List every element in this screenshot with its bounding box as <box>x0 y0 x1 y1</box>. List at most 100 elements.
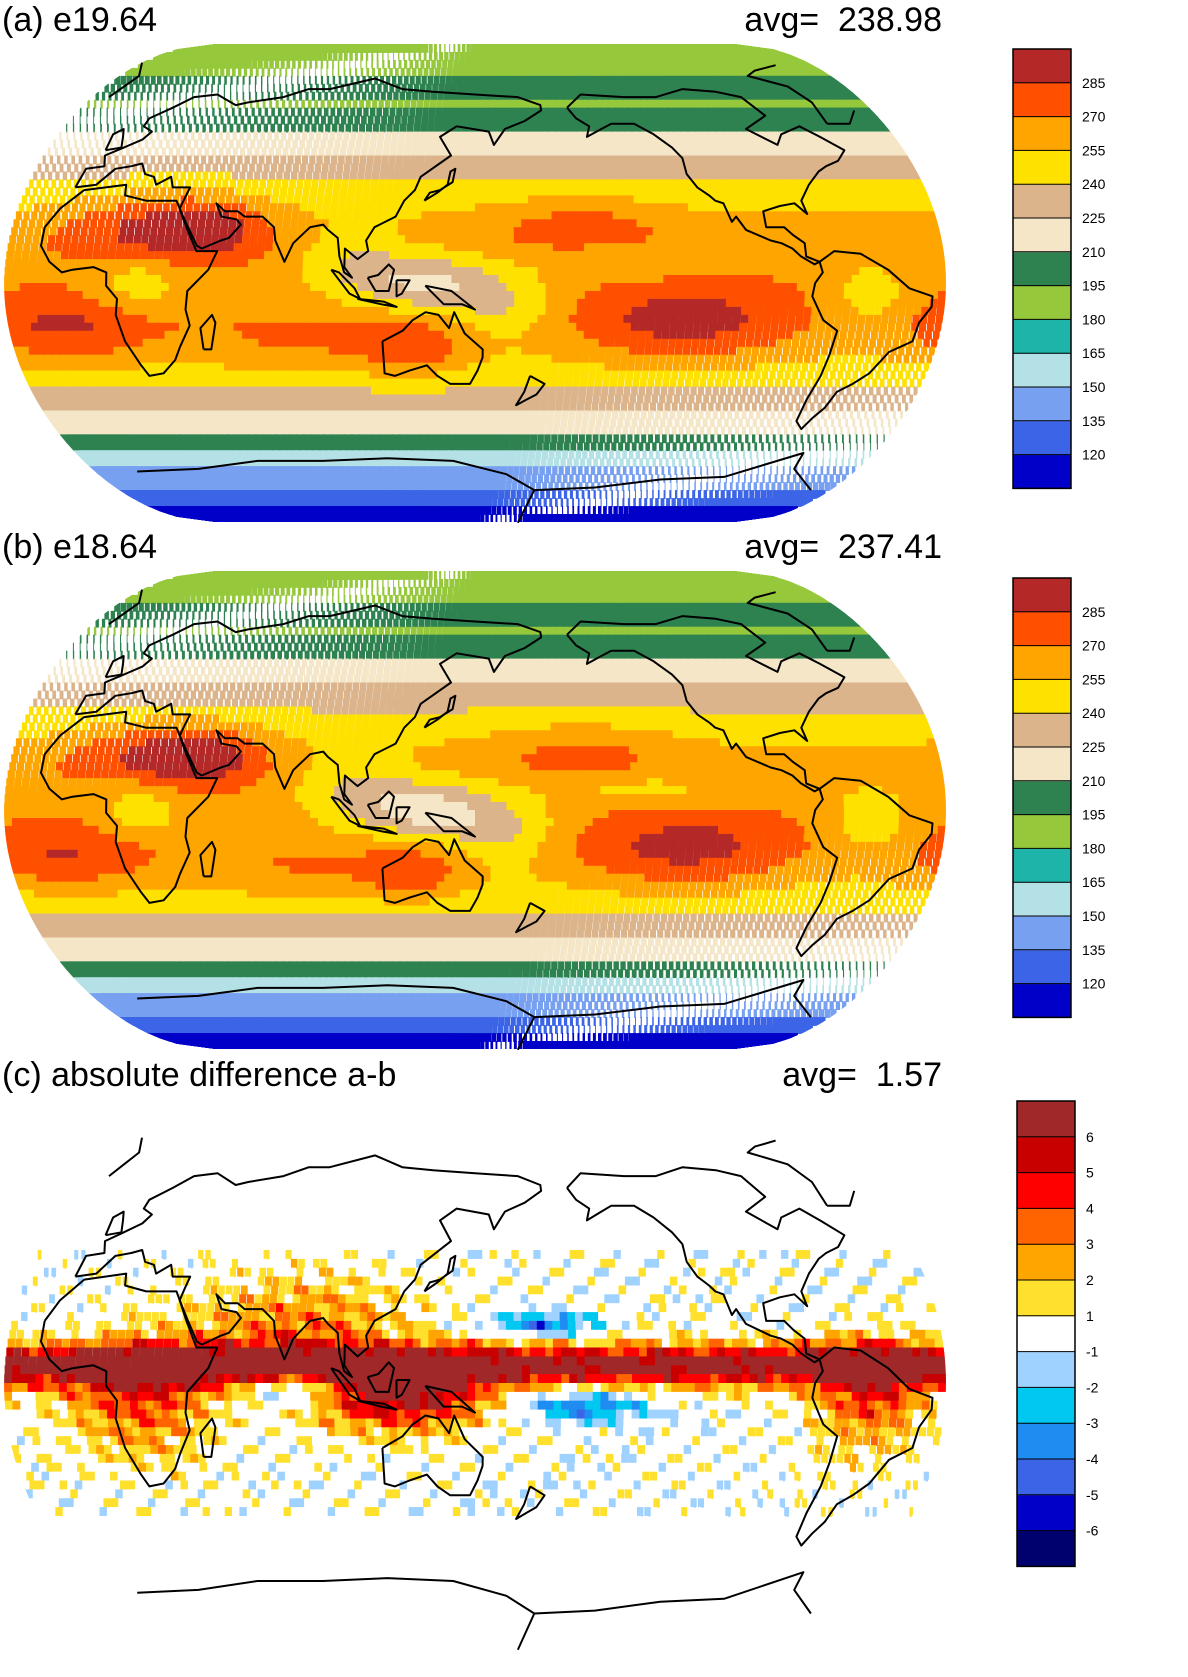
colorbar-swatch <box>1013 218 1071 253</box>
coastlines <box>40 589 934 1050</box>
colorbar-tick-label: 210 <box>1082 244 1106 260</box>
colorbar-tick-label: 120 <box>1082 447 1106 463</box>
colorbar-swatch <box>1017 1351 1075 1388</box>
panel-c-avg-value: 1.57 <box>876 1056 942 1094</box>
colorbar-tick-label: 225 <box>1082 210 1106 226</box>
colorbar-swatch <box>1017 1208 1075 1245</box>
colorbar-tick-label: 120 <box>1082 976 1106 992</box>
map-field <box>4 44 946 522</box>
colorbar-tick-label: 225 <box>1082 739 1106 755</box>
panel-c-average: avg= 1.57 <box>782 1055 942 1095</box>
colorbar-swatch <box>1017 1136 1075 1174</box>
colorbar-tick-label: 240 <box>1082 176 1106 192</box>
colorbar-tick-label: 270 <box>1082 109 1106 125</box>
colorbar-swatch <box>1017 1280 1075 1317</box>
colorbar-tick-label: -6 <box>1086 1523 1099 1539</box>
colorbar-swatch <box>1013 983 1071 1018</box>
colorbar-tick-label: -4 <box>1086 1451 1099 1467</box>
colorbar-tick-label: 285 <box>1082 604 1106 620</box>
colorbar-swatch <box>1013 285 1071 320</box>
panel-a-avg-value: 238.98 <box>838 1 942 39</box>
panel-a-map <box>4 44 946 523</box>
panel-b-average: avg= 237.41 <box>744 527 942 567</box>
colorbar-swatch <box>1013 916 1071 951</box>
colorbar-swatch <box>1013 882 1071 917</box>
colorbar-tick-label: 255 <box>1082 142 1106 158</box>
panel-a: (a) e19.64 avg= 238.98 120 135 150 165 180 19… <box>0 0 1188 530</box>
panel-c-avg-label: avg= <box>782 1056 857 1094</box>
colorbar-swatch <box>1017 1459 1075 1496</box>
colorbar-swatch <box>1017 1387 1075 1424</box>
panel-a-title: (a) e19.64 <box>2 0 157 40</box>
colorbar-tick-label: 5 <box>1086 1165 1094 1181</box>
colorbar-swatch <box>1017 1315 1075 1353</box>
colorbar-tick-label: 4 <box>1086 1200 1094 1216</box>
colorbar-tick-label: 285 <box>1082 75 1106 91</box>
colorbar-swatch <box>1013 49 1071 84</box>
colorbar-swatch <box>1013 150 1071 185</box>
colorbar-tick-label: 135 <box>1082 942 1106 958</box>
colorbar-tick-label: 165 <box>1082 874 1106 890</box>
panel-b-avg-label: avg= <box>744 528 819 566</box>
colorbar-tick-label: 270 <box>1082 638 1106 654</box>
panel-b-avg-value: 237.41 <box>838 528 942 566</box>
colorbar-tick-label: 150 <box>1082 908 1106 924</box>
colorbar-tick-label: 180 <box>1082 311 1106 327</box>
colorbar-swatch <box>1013 454 1071 489</box>
colorbar-swatch <box>1017 1101 1075 1138</box>
colorbar-tick-label: -1 <box>1086 1344 1099 1360</box>
colorbar-swatch <box>1013 251 1071 287</box>
map-field <box>4 1117 946 1649</box>
colorbar-swatch <box>1013 848 1071 883</box>
colorbar-swatch <box>1013 578 1071 613</box>
colorbar-tick-label: 165 <box>1082 345 1106 361</box>
colorbar-swatch <box>1013 353 1071 388</box>
colorbar-swatch <box>1013 713 1071 748</box>
map-field <box>4 571 946 1049</box>
panel-b-colorbar: 120 135 150 165 180 195 210 225 240 255 270 285 <box>1012 577 1122 1025</box>
colorbar-tick-label: -5 <box>1086 1487 1099 1503</box>
colorbar-tick-label: 3 <box>1086 1236 1094 1252</box>
panel-c-colorbar: -6 -5 -4 -3 -2 -1 1 2 3 4 5 6 <box>1016 1100 1126 1574</box>
panel-c-title: (c) absolute difference a-b <box>2 1055 396 1095</box>
colorbar-tick-label: 1 <box>1086 1308 1094 1324</box>
panel-c-map <box>4 1117 946 1650</box>
colorbar-svg: -6 -5 -4 -3 -2 -1 1 2 3 4 5 6 <box>1016 1100 1099 1568</box>
colorbar-swatch <box>1013 611 1071 647</box>
colorbar-swatch <box>1013 420 1071 456</box>
colorbar-tick-label: 180 <box>1082 840 1106 856</box>
colorbar-swatch <box>1013 116 1071 151</box>
colorbar-tick-label: 195 <box>1082 278 1106 294</box>
colorbar-tick-label: 195 <box>1082 807 1106 823</box>
colorbar-swatch <box>1013 82 1071 118</box>
colorbar-tick-label: 240 <box>1082 705 1106 721</box>
colorbar-tick-label: 255 <box>1082 671 1106 687</box>
colorbar-swatch <box>1017 1423 1075 1460</box>
colorbar-swatch <box>1017 1494 1075 1532</box>
colorbar-tick-label: 6 <box>1086 1129 1094 1145</box>
colorbar-tick-label: 210 <box>1082 773 1106 789</box>
panel-c: (c) absolute difference a-b avg= 1.57 -6… <box>0 1055 1188 1675</box>
colorbar-swatch <box>1013 814 1071 849</box>
colorbar-swatch <box>1013 645 1071 680</box>
panel-b-title: (b) e18.64 <box>2 527 157 567</box>
colorbar-swatch <box>1013 319 1071 354</box>
panel-b-map <box>4 571 946 1050</box>
colorbar-swatch <box>1013 747 1071 782</box>
colorbar-swatch <box>1013 679 1071 714</box>
panel-a-average: avg= 238.98 <box>744 0 942 40</box>
colorbar-svg: 120 135 150 165 180 195 210 225 240 255 270 285 <box>1012 577 1106 1019</box>
colorbar-swatch <box>1017 1244 1075 1281</box>
colorbar-tick-label: -3 <box>1086 1415 1099 1431</box>
panel-a-avg-label: avg= <box>744 1 819 39</box>
colorbar-tick-label: 135 <box>1082 413 1106 429</box>
colorbar-svg: 120 135 150 165 180 195 210 225 240 255 270 285 <box>1012 48 1106 490</box>
panel-a-colorbar: 120 135 150 165 180 195 210 225 240 255 270 285 <box>1012 48 1122 496</box>
coastlines <box>40 1137 934 1650</box>
colorbar-swatch <box>1013 949 1071 985</box>
coastlines <box>40 62 934 523</box>
colorbar-swatch <box>1017 1172 1075 1209</box>
colorbar-swatch <box>1013 387 1071 422</box>
colorbar-swatch <box>1013 780 1071 816</box>
colorbar-tick-label: 150 <box>1082 379 1106 395</box>
